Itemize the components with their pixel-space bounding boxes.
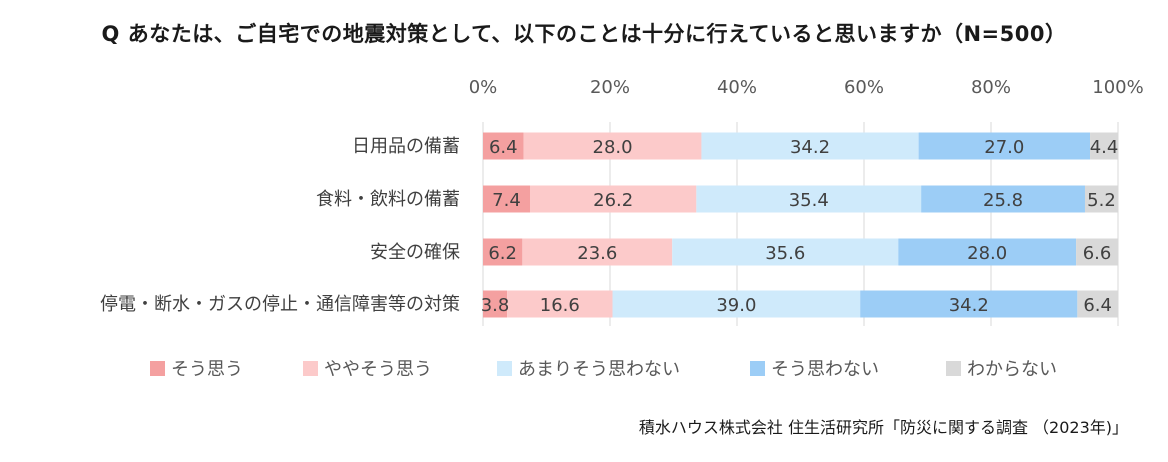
bar-segment <box>860 290 1078 318</box>
category-label: 食料・飲料の備蓄 <box>316 189 460 210</box>
bar-segment <box>1076 238 1118 266</box>
data-label: 25.8 <box>983 190 1023 211</box>
bar-segment <box>522 238 673 266</box>
legend-swatch <box>150 361 165 376</box>
bar-segment <box>483 238 523 266</box>
bar-segment <box>1077 290 1118 318</box>
data-label: 4.4 <box>1090 137 1119 158</box>
x-tick-label: 100% <box>1092 77 1143 98</box>
data-label: 27.0 <box>984 137 1024 158</box>
legend-swatch <box>750 361 765 376</box>
legend-label: ややそう思う <box>324 359 432 380</box>
category-label: 安全の確保 <box>370 242 460 263</box>
data-labels: 6.4 28.0 34.2 27.0 4.4 7.4 26.2 35.4 25.8 5.2 6.2 2… <box>481 137 1119 316</box>
bar-segment <box>483 132 524 160</box>
data-label: 6.4 <box>489 137 518 158</box>
x-tick-label: 40% <box>717 77 757 98</box>
x-tick-label: 20% <box>590 77 630 98</box>
data-label: 28.0 <box>967 243 1007 264</box>
category-label: 停電・断水・ガスの停止・通信障害等の対策 <box>100 294 460 315</box>
data-label: 3.8 <box>481 295 510 316</box>
bar-segment <box>921 185 1085 213</box>
bar-segment <box>529 185 697 213</box>
x-tick-label: 0% <box>469 77 498 98</box>
legend-swatch <box>946 361 961 376</box>
data-label: 35.4 <box>789 190 829 211</box>
legend-label: わからない <box>967 359 1057 380</box>
bar-segment <box>701 132 919 160</box>
category-label: 日用品の備蓄 <box>352 136 460 157</box>
data-label: 6.2 <box>488 243 517 264</box>
data-label: 5.2 <box>1087 190 1116 211</box>
data-label: 26.2 <box>593 190 633 211</box>
legend-swatch <box>497 361 512 376</box>
data-label: 34.2 <box>790 137 830 158</box>
legend-label: そう思わない <box>771 359 879 380</box>
bar-segment <box>507 290 613 318</box>
x-tick-label: 60% <box>844 77 884 98</box>
source-note: 積水ハウス株式会社 住生活研究所「防災に関する調査 （2023年)」 <box>638 418 1128 437</box>
legend-swatch <box>303 361 318 376</box>
chart-title: Q あなたは、ご自宅での地震対策として、以下のことは十分に行えていると思いますか… <box>101 22 1067 46</box>
data-label: 6.6 <box>1083 243 1112 264</box>
bar-segment <box>918 132 1091 160</box>
bar-segment <box>523 132 702 160</box>
bars <box>483 132 1118 318</box>
bar-segment <box>1090 132 1118 160</box>
bar-segment <box>696 185 922 213</box>
data-label: 23.6 <box>577 243 617 264</box>
bar-segment <box>898 238 1077 266</box>
data-label: 28.0 <box>593 137 633 158</box>
bar-segment <box>612 290 861 318</box>
bar-segment <box>1084 185 1118 213</box>
data-label: 34.2 <box>949 295 989 316</box>
legend: そう思う ややそう思う あまりそう思わない そう思わない わからない <box>150 359 1057 380</box>
bar-segment <box>672 238 899 266</box>
bar-segment <box>483 290 508 318</box>
legend-label: そう思う <box>171 359 243 380</box>
x-tick-labels: 0% 20% 40% 60% 80% 100% <box>469 77 1144 98</box>
data-label: 7.4 <box>492 190 521 211</box>
bar-segment <box>483 185 530 213</box>
data-label: 39.0 <box>716 295 756 316</box>
data-label: 6.4 <box>1083 295 1112 316</box>
data-label: 16.6 <box>540 295 580 316</box>
data-label: 35.6 <box>765 243 805 264</box>
x-tick-label: 80% <box>971 77 1011 98</box>
legend-label: あまりそう思わない <box>518 359 680 380</box>
